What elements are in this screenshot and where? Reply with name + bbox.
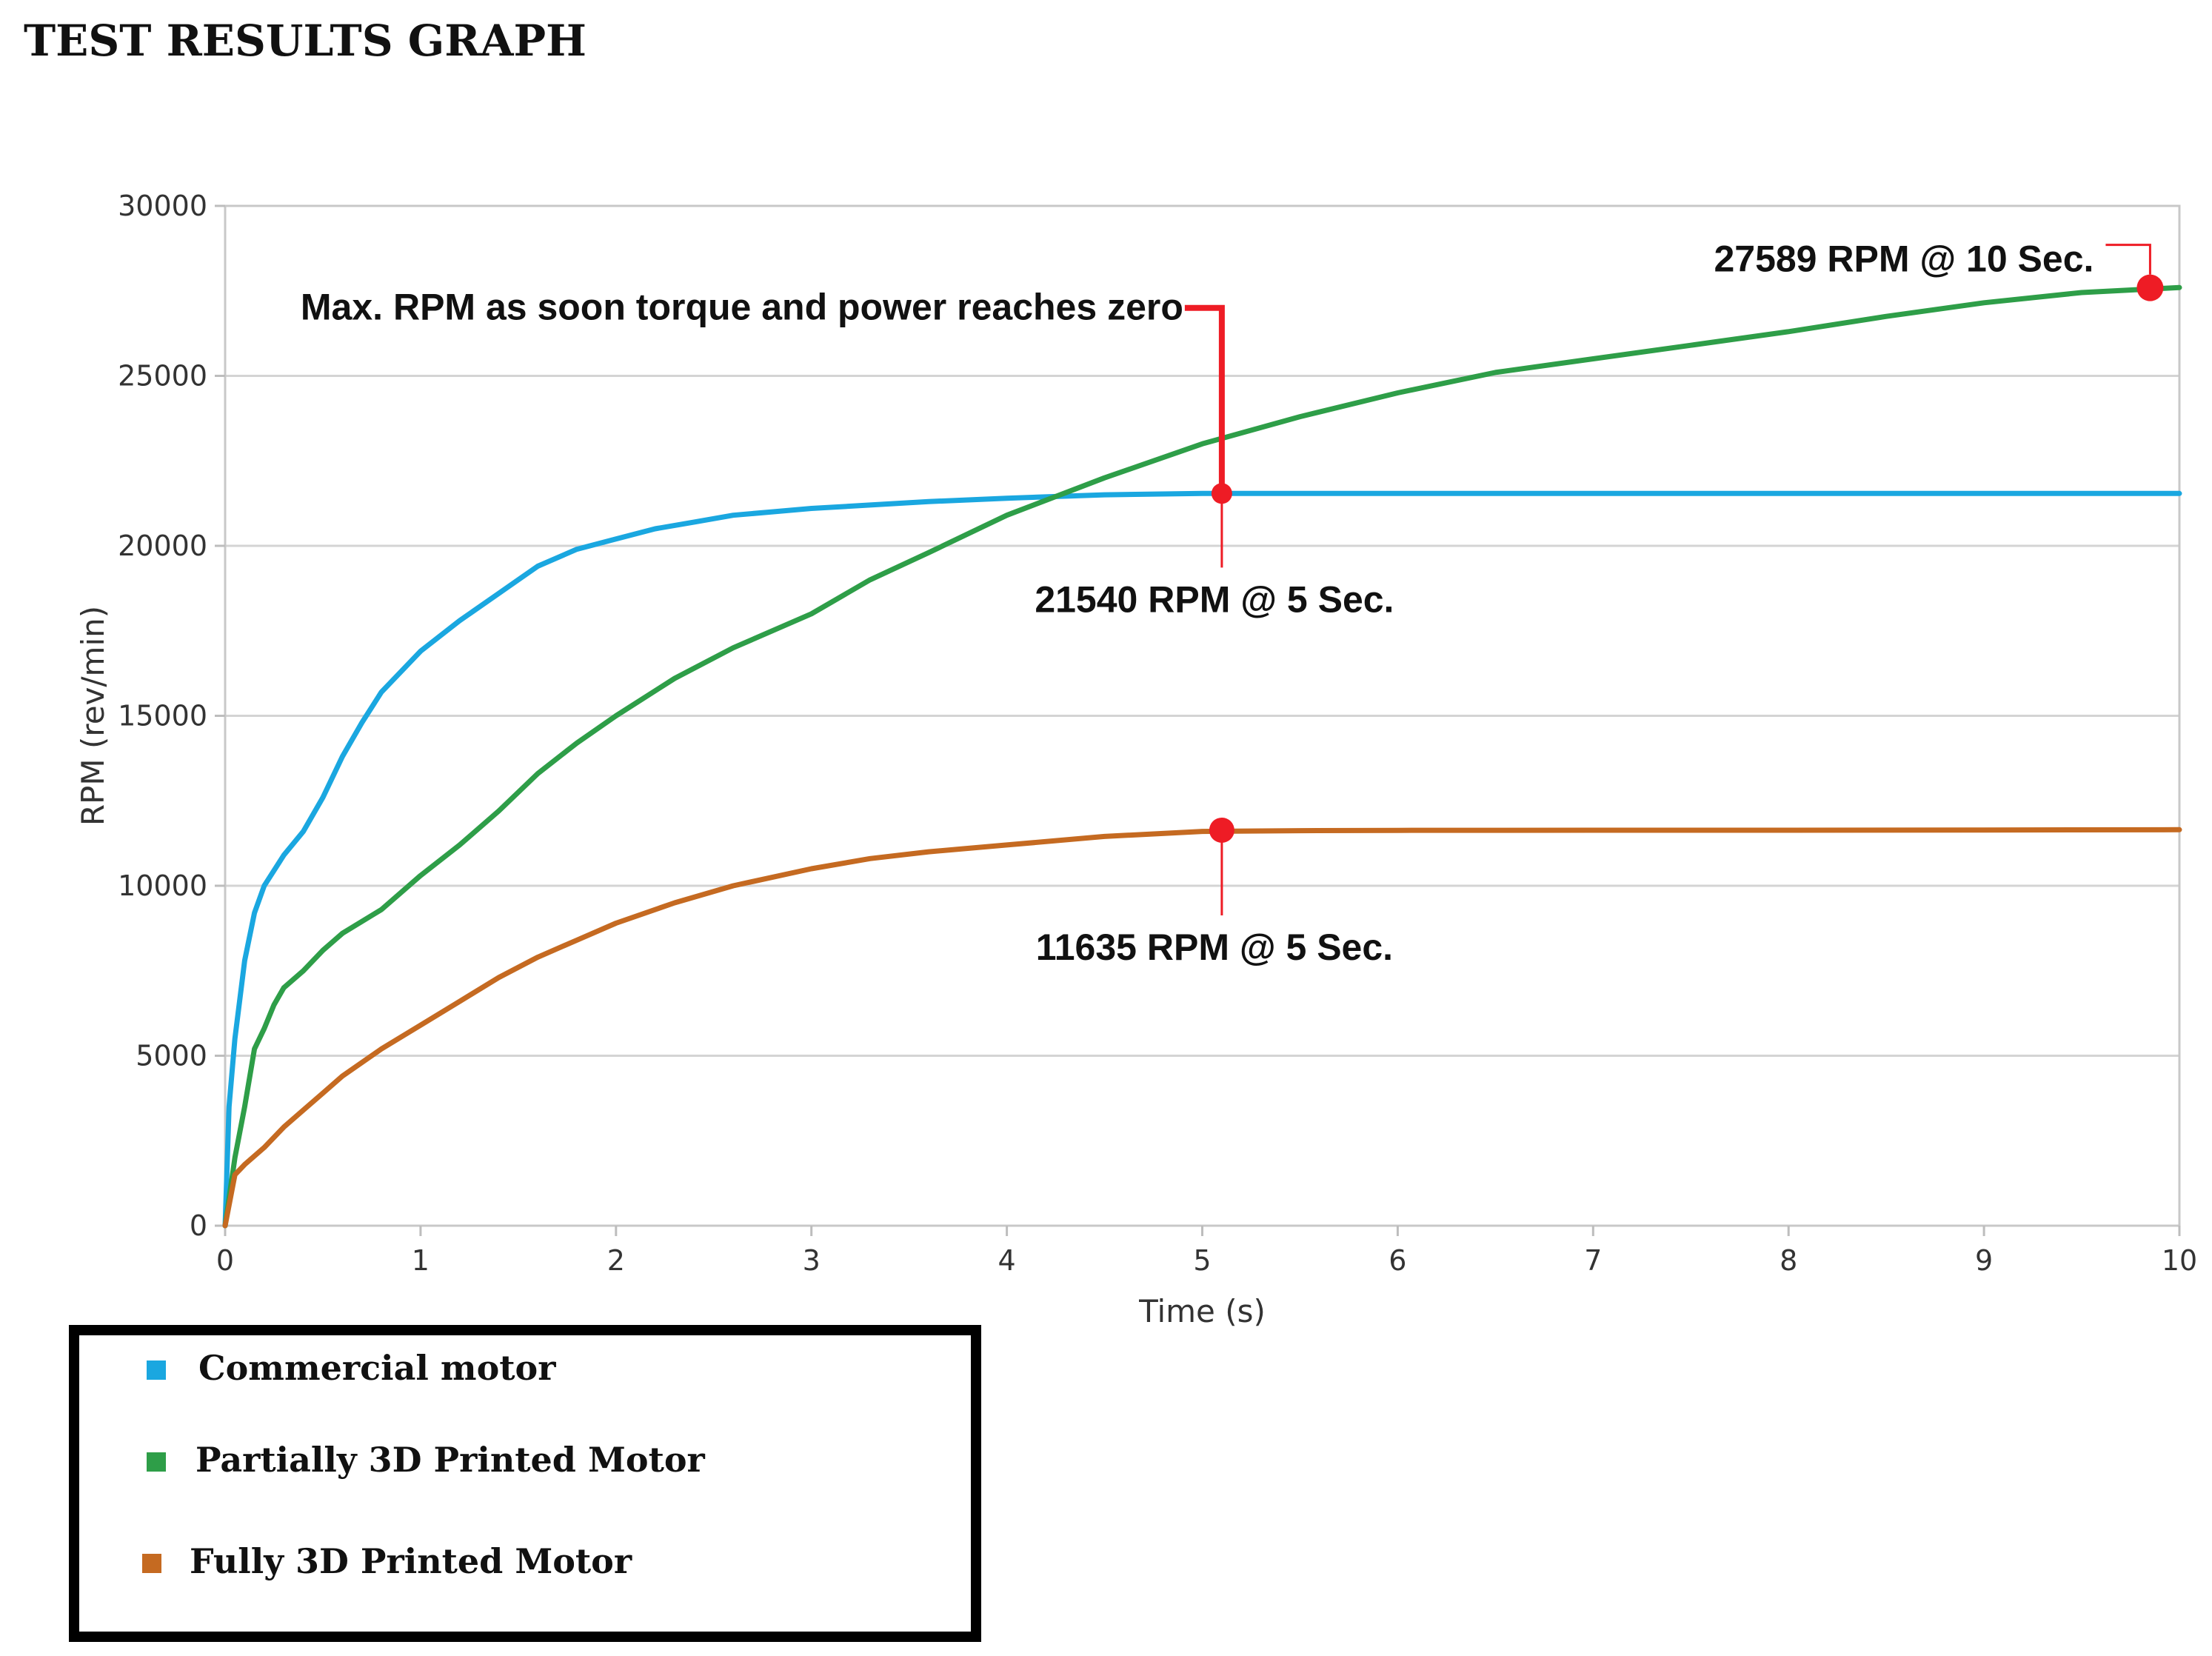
y-tick-label: 25000 bbox=[118, 360, 207, 393]
y-tick-label: 20000 bbox=[118, 530, 207, 562]
x-axis-title: Time (s) bbox=[1138, 1293, 1266, 1329]
annotation-commercial-5s: 21540 RPM @ 5 Sec. bbox=[1035, 578, 1394, 620]
leader-partial-10s bbox=[2105, 244, 2151, 275]
y-tick-label: 0 bbox=[190, 1209, 207, 1242]
legend-swatch-3 bbox=[142, 1554, 161, 1573]
x-tick-label: 2 bbox=[607, 1244, 625, 1277]
series-line-3 bbox=[222, 827, 2182, 1229]
axis-ticks: 0 5000 10000 15000 20000 25000 30000 0 1 2 3 4 5 6 7 8 9… bbox=[118, 190, 2197, 1277]
x-tick-label: 6 bbox=[1389, 1244, 1406, 1277]
annotation-bracket bbox=[1184, 304, 1225, 494]
x-tick-label: 0 bbox=[216, 1244, 234, 1277]
x-tick-label: 4 bbox=[998, 1244, 1016, 1277]
legend-swatch-2 bbox=[147, 1452, 166, 1472]
x-tick-label: 10 bbox=[2162, 1244, 2197, 1277]
chart-title: TEST RESULTS GRAPH bbox=[24, 16, 587, 66]
x-tick-label: 1 bbox=[412, 1244, 430, 1277]
y-axis-title: RPM (rev/min) bbox=[75, 606, 111, 826]
series-line-1 bbox=[222, 490, 2182, 1229]
series-lines bbox=[222, 284, 2182, 1229]
x-tick-label: 7 bbox=[1584, 1244, 1602, 1277]
annotation-fully-5s: 11635 RPM @ 5 Sec. bbox=[1036, 927, 1393, 968]
x-tick-label: 8 bbox=[1780, 1244, 1797, 1277]
legend-label-2: Partially 3D Printed Motor bbox=[196, 1440, 705, 1480]
legend: Commercial motor Partially 3D Printed Mot… bbox=[69, 1325, 981, 1642]
annotation-partial-10s: 27589 RPM @ 10 Sec. bbox=[1714, 238, 2094, 280]
legend-box bbox=[69, 1325, 981, 1642]
legend-swatch-1 bbox=[147, 1360, 166, 1380]
gridlines bbox=[225, 204, 2179, 1227]
marker-partial-10s bbox=[2136, 274, 2164, 301]
series-line-2 bbox=[222, 284, 2182, 1229]
y-tick-label: 15000 bbox=[118, 700, 207, 732]
x-tick-label: 9 bbox=[1975, 1244, 1993, 1277]
annotation-max-rpm: Max. RPM as soon torque and power reache… bbox=[301, 287, 1183, 328]
annotations: Max. RPM as soon torque and power reache… bbox=[301, 238, 2164, 968]
y-tick-label: 10000 bbox=[118, 869, 207, 902]
x-tick-label: 5 bbox=[1193, 1244, 1211, 1277]
y-tick-label: 5000 bbox=[136, 1040, 207, 1072]
y-tick-label: 30000 bbox=[118, 190, 207, 222]
x-tick-label: 3 bbox=[803, 1244, 821, 1277]
legend-label-3: Fully 3D Printed Motor bbox=[190, 1541, 632, 1581]
legend-label-1: Commercial motor bbox=[198, 1348, 556, 1388]
